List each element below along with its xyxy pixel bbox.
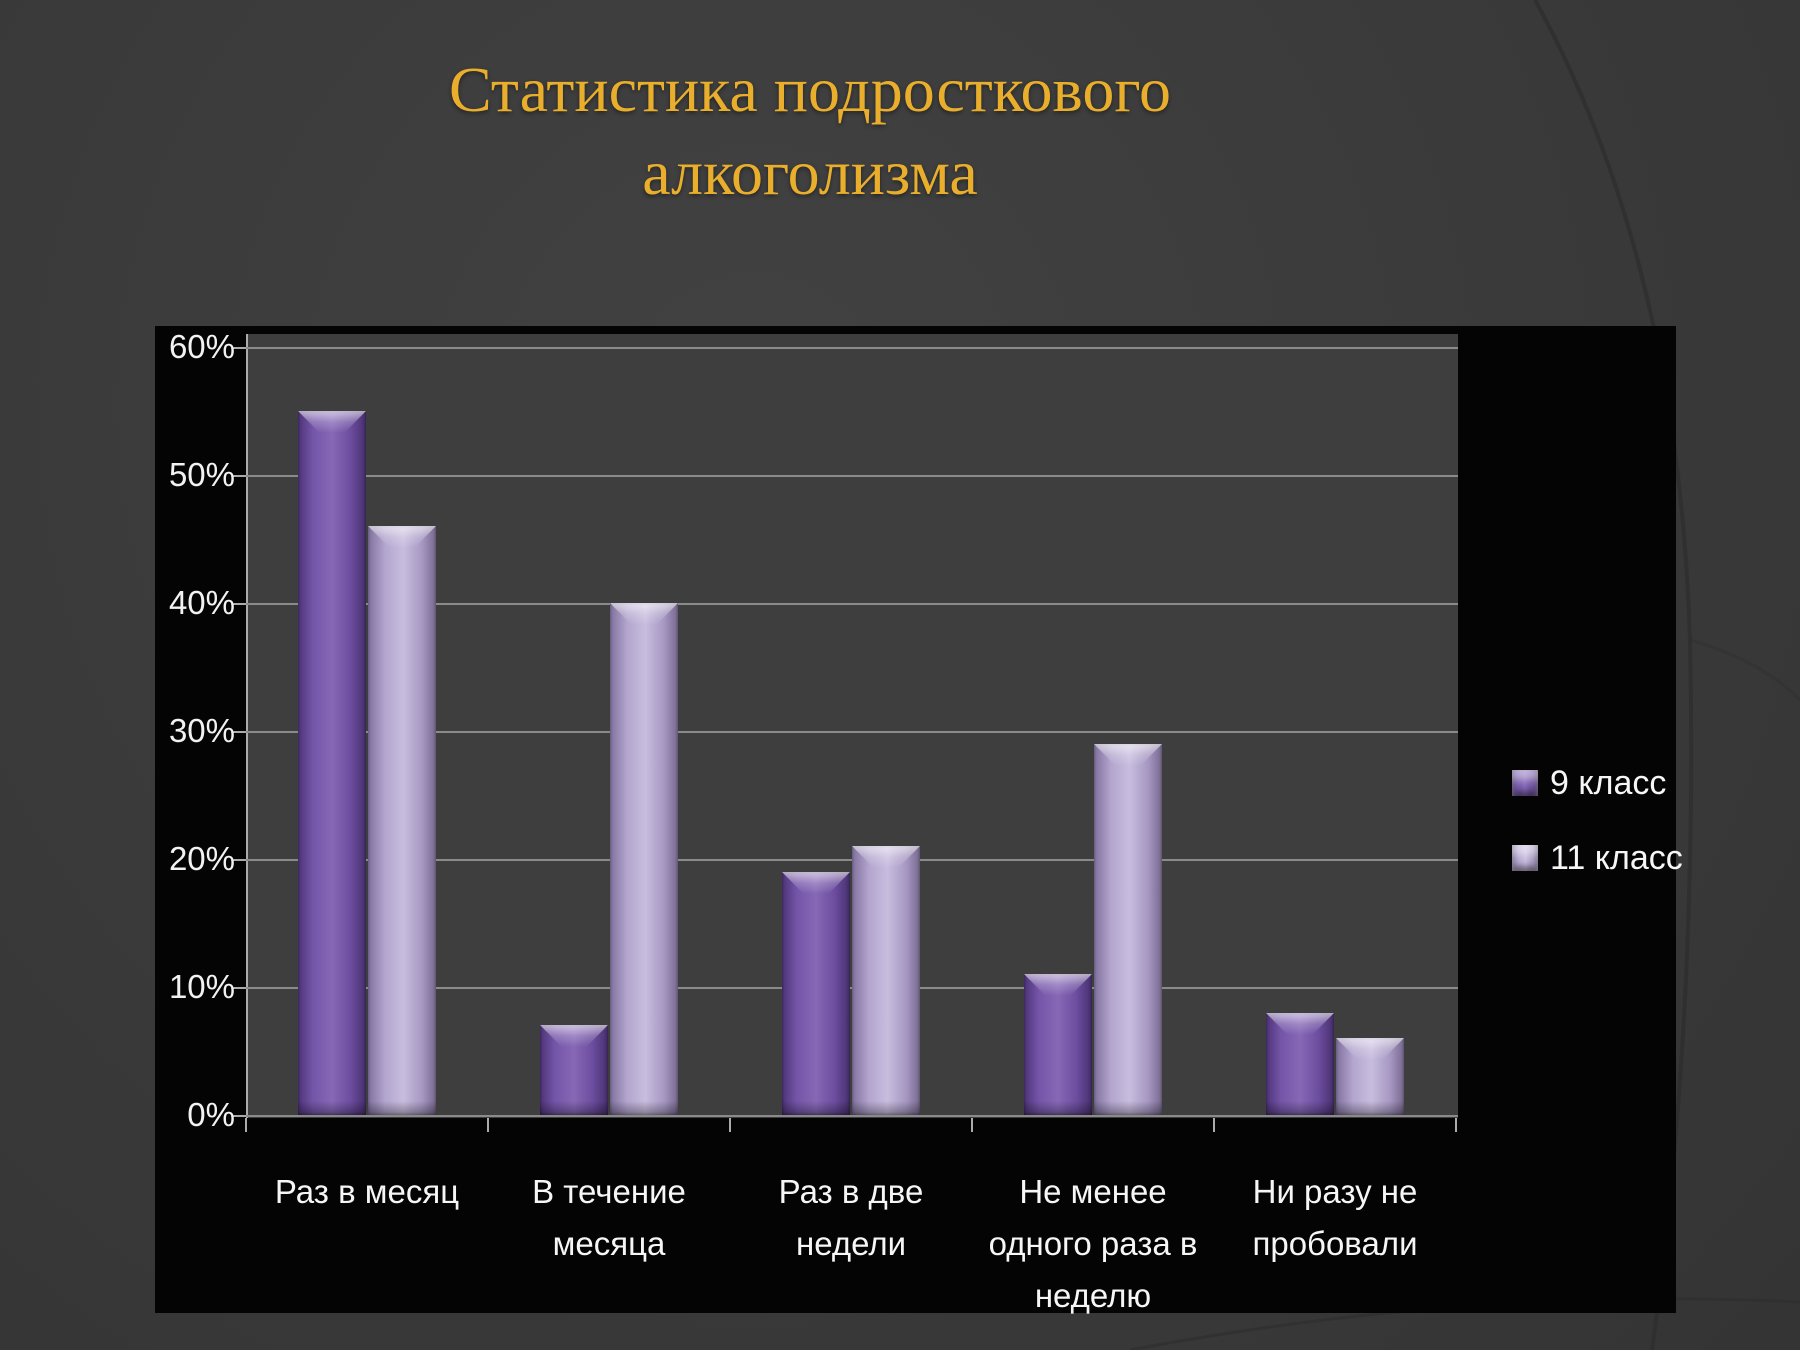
bar-9-класс-3 xyxy=(782,872,850,1115)
bar-11-класс-3 xyxy=(852,846,920,1115)
y-axis-tick xyxy=(232,1115,246,1117)
legend-marker-11-klass xyxy=(1512,845,1538,871)
slide-title-line2: алкоголизма xyxy=(642,137,978,208)
legend-item-9-класс: 9 класс xyxy=(1512,763,1667,802)
bar-11-класс-5 xyxy=(1336,1038,1404,1115)
slide-title-line1: Статистика подросткового xyxy=(449,54,1171,125)
bar-9-класс-5 xyxy=(1266,1013,1334,1115)
bar-9-класс-2 xyxy=(540,1025,608,1115)
y-axis-tick xyxy=(232,731,246,733)
category-label-line: неделю xyxy=(1034,1277,1152,1314)
legend-marker-9-klass xyxy=(1512,770,1538,796)
bar-9-класс-4 xyxy=(1024,974,1092,1115)
x-axis-tick xyxy=(1455,1118,1457,1132)
y-axis-label: 50% xyxy=(168,456,235,493)
gridline-40% xyxy=(246,603,1458,605)
category-label-line: Ни разу не xyxy=(1252,1173,1418,1210)
slide-title: Статистика подросткового алкоголизма xyxy=(0,48,1620,214)
category-label: Раз в месяц xyxy=(237,1166,497,1218)
legend-label: 11 класс xyxy=(1550,838,1683,877)
category-label-line: Раз в две xyxy=(778,1173,924,1210)
x-axis-tick xyxy=(729,1118,731,1132)
category-label: Не менее одного раза в неделю xyxy=(963,1166,1223,1322)
y-axis-tick xyxy=(232,987,246,989)
x-axis-tick xyxy=(487,1118,489,1132)
category-label-line: недели xyxy=(795,1225,907,1262)
category-label: Раз в две недели xyxy=(721,1166,981,1270)
category-label: Ни разу не пробовали xyxy=(1205,1166,1465,1270)
x-axis-tick xyxy=(1213,1118,1215,1132)
category-label-line: Раз в месяц xyxy=(274,1173,460,1210)
legend-item-11-класс: 11 класс xyxy=(1512,838,1683,877)
y-axis-tick xyxy=(232,347,246,349)
bar-11-класс-2 xyxy=(610,603,678,1115)
y-axis-line xyxy=(246,334,248,1118)
y-axis-label: 20% xyxy=(168,840,235,877)
category-label: В течение месяца xyxy=(479,1166,739,1270)
y-axis-tick xyxy=(232,603,246,605)
gridline-50% xyxy=(246,475,1458,477)
x-axis-tick xyxy=(245,1118,247,1132)
x-axis-tick xyxy=(971,1118,973,1132)
y-axis-label: 30% xyxy=(168,712,235,749)
y-axis-label: 40% xyxy=(168,584,235,621)
category-label-line: месяца xyxy=(552,1225,666,1262)
plot-area xyxy=(232,334,1458,1118)
category-label-line: пробовали xyxy=(1252,1225,1418,1262)
gridline-60% xyxy=(246,347,1458,349)
category-label-line: В течение xyxy=(532,1173,686,1210)
category-label-line: Не менее xyxy=(1019,1173,1167,1210)
legend-label: 9 класс xyxy=(1550,763,1667,802)
y-axis-label: 60% xyxy=(168,328,235,365)
gridline-30% xyxy=(246,731,1458,733)
bar-11-класс-1 xyxy=(368,526,436,1115)
bar-11-класс-4 xyxy=(1094,744,1162,1115)
y-axis-label: 0% xyxy=(187,1096,235,1133)
y-axis-tick xyxy=(232,475,246,477)
y-axis-tick xyxy=(232,859,246,861)
bar-chart: 60% 50% 40% 30% 20% 10% 0% Раз в месяц В течени… xyxy=(155,326,1683,1314)
category-label-line: одного раза в xyxy=(988,1225,1198,1262)
gridline-0% xyxy=(246,1115,1458,1117)
y-axis-label: 10% xyxy=(168,968,235,1005)
bar-9-класс-1 xyxy=(298,411,366,1115)
